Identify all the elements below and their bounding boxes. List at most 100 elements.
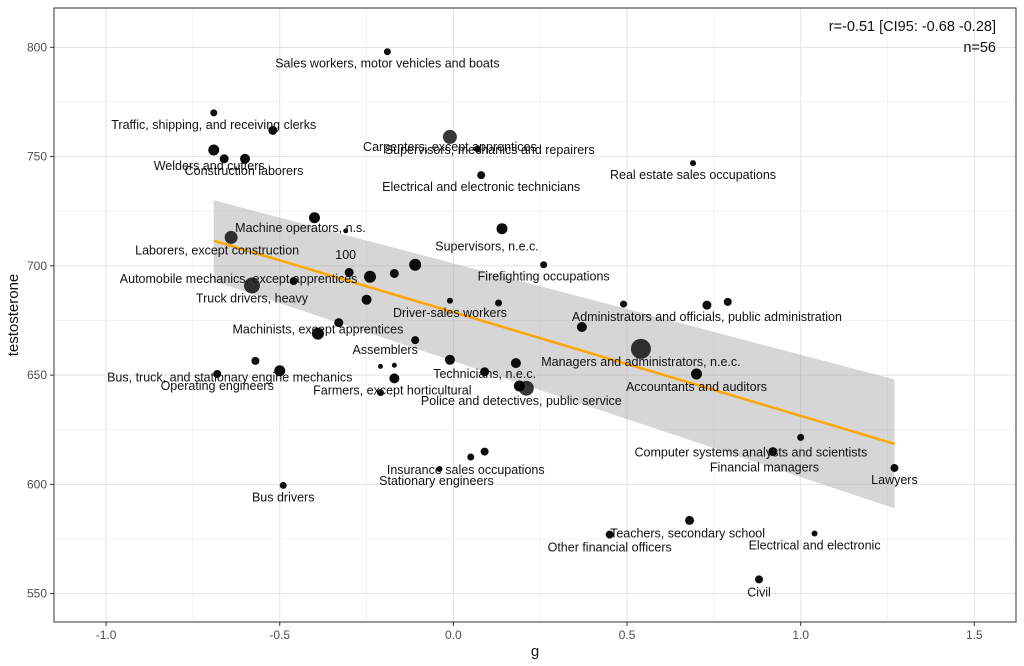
x-tick-label: -0.5 xyxy=(269,628,290,642)
y-tick-label: 800 xyxy=(27,40,47,54)
point-label: Insurance sales occupations xyxy=(387,463,545,477)
point-55 xyxy=(811,530,818,537)
point-9 xyxy=(690,160,697,167)
data-points xyxy=(208,48,899,584)
y-tick-label: 650 xyxy=(27,368,47,382)
point-40 xyxy=(480,367,490,377)
point-label: Bus, truck, and stationary engine mechan… xyxy=(107,371,352,385)
point-45 xyxy=(797,433,805,441)
minor-gridlines xyxy=(54,8,1016,622)
point-label: Driver-sales workers xyxy=(393,306,507,320)
point-37 xyxy=(444,354,455,365)
point-28 xyxy=(311,327,324,340)
point-10 xyxy=(308,212,320,224)
point-49 xyxy=(480,447,489,456)
point-label: Operating engineers xyxy=(161,379,274,393)
point-19 xyxy=(289,277,298,286)
point-30 xyxy=(576,322,587,333)
point-label: Police and detectives, public service xyxy=(421,394,622,408)
point-label: Bus drivers xyxy=(252,490,315,504)
point-label: Civil xyxy=(747,585,771,599)
sample-size-annotation: n=56 xyxy=(963,40,996,56)
point-31 xyxy=(630,338,651,359)
point-8 xyxy=(477,171,486,180)
point-50 xyxy=(467,453,475,461)
point-16 xyxy=(344,267,354,277)
y-tick-label: 550 xyxy=(27,587,47,601)
point-54 xyxy=(605,530,614,539)
x-axis-ticks: -1.0 -0.5 0.0 0.5 1.0 1.5 xyxy=(96,622,983,642)
x-tick-label: 1.0 xyxy=(792,628,809,642)
point-23 xyxy=(495,299,503,307)
point-label: Assemblers xyxy=(353,343,418,357)
point-label: Accountants and auditors xyxy=(626,380,767,394)
point-label: Carpenters, except apprentices xyxy=(363,140,537,154)
point-label: Truck drivers, heavy xyxy=(196,292,309,306)
point-17 xyxy=(364,270,377,283)
point-label: Real estate sales occupations xyxy=(610,168,776,182)
point-38 xyxy=(389,373,400,384)
point-33 xyxy=(274,365,286,377)
point-46 xyxy=(768,447,778,457)
point-label: Managers and administrators, n.e.c. xyxy=(541,355,740,369)
y-tick-label: 750 xyxy=(27,150,47,164)
point-51 xyxy=(436,466,443,473)
point-48 xyxy=(890,463,899,472)
point-label: Lawyers xyxy=(871,473,918,487)
point-11 xyxy=(343,228,349,234)
point-label: Automobile mechanics, except apprentices xyxy=(120,272,358,286)
major-gridlines xyxy=(54,8,1016,622)
point-26 xyxy=(723,297,732,306)
point-label: Laborers, except construction xyxy=(135,243,299,257)
point-label: Construction laborers xyxy=(185,164,304,178)
x-tick-label: 0.5 xyxy=(619,628,636,642)
point-3 xyxy=(208,144,220,156)
y-axis-ticks: 550 600 650 700 750 800 xyxy=(27,40,54,601)
point-label: Supervisors, mechanics and repairers xyxy=(385,143,595,157)
point-label: Electrical and electronic technicians xyxy=(382,180,580,194)
point-36 xyxy=(391,362,397,368)
y-tick-label: 600 xyxy=(27,477,47,491)
point-56 xyxy=(755,575,764,584)
point-label: Other financial officers xyxy=(548,541,672,555)
point-1 xyxy=(210,109,218,117)
y-tick-label: 700 xyxy=(27,259,47,273)
point-label: Traffic, shipping, and receiving clerks xyxy=(111,118,316,132)
point-2 xyxy=(268,125,278,135)
point-25 xyxy=(702,300,712,310)
point-0 xyxy=(383,48,391,56)
point-24 xyxy=(620,300,628,308)
x-axis-title: g xyxy=(531,643,539,660)
point-20 xyxy=(243,277,260,294)
point-53 xyxy=(685,515,695,525)
x-tick-label: -1.0 xyxy=(96,628,117,642)
point-labels: Sales workers, motor vehicles and boats T… xyxy=(107,57,918,600)
point-label: Farmers, except horticultural xyxy=(313,383,471,397)
point-label: Firefighting occupations xyxy=(478,270,610,284)
confidence-ribbon xyxy=(213,200,895,509)
point-label: Sales workers, motor vehicles and boats xyxy=(275,57,499,71)
point-34 xyxy=(213,369,222,378)
point-6 xyxy=(442,129,457,144)
point-39 xyxy=(376,389,384,397)
point-22 xyxy=(446,297,453,304)
point-43 xyxy=(518,380,534,396)
point-44 xyxy=(690,368,702,380)
correlation-annotation: r=-0.51 [CI95: -0.68 -0.28] xyxy=(829,19,996,35)
point-14 xyxy=(409,258,422,271)
point-label: Supervisors, n.e.c. xyxy=(435,240,539,254)
point-label: Teachers, secondary school xyxy=(610,526,765,540)
point-label: Welders and cutters xyxy=(154,159,265,173)
point-label: Machine operators, n.s. xyxy=(235,221,366,235)
x-tick-label: 0.0 xyxy=(445,628,462,642)
plot-border xyxy=(53,7,1017,623)
point-12 xyxy=(224,230,238,244)
point-label: Machinists, except apprentices xyxy=(232,323,403,337)
point-label: Financial managers xyxy=(710,460,819,474)
regression-line xyxy=(213,239,895,446)
point-35 xyxy=(377,363,383,369)
point-21 xyxy=(361,294,372,305)
point-5 xyxy=(240,153,251,164)
x-tick-label: 1.5 xyxy=(966,628,983,642)
point-29 xyxy=(411,336,420,345)
